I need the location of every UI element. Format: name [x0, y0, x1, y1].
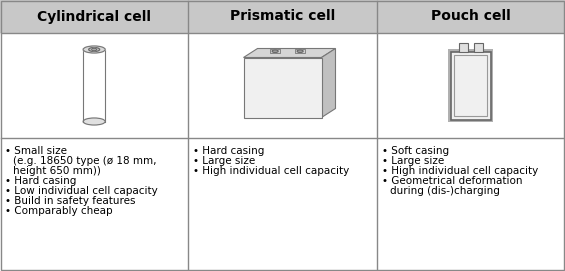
- Polygon shape: [244, 49, 336, 57]
- Text: • Large size: • Large size: [382, 156, 444, 166]
- Bar: [0, 0, 188, 33]
- Text: • Low individual cell capacity: • Low individual cell capacity: [5, 186, 158, 196]
- Bar: [451, 51, 491, 120]
- Text: Cylindrical cell: Cylindrical cell: [37, 9, 151, 24]
- Text: during (dis-)charging: during (dis-)charging: [390, 186, 499, 196]
- Bar: [454, 55, 488, 116]
- Text: • Geometrical deformation: • Geometrical deformation: [382, 176, 522, 186]
- Ellipse shape: [272, 50, 278, 53]
- Text: • Comparably cheap: • Comparably cheap: [5, 206, 112, 216]
- Ellipse shape: [83, 118, 105, 125]
- Text: height 650 mm)): height 650 mm)): [13, 166, 101, 176]
- Bar: [83, 50, 105, 121]
- Text: Pouch cell: Pouch cell: [431, 9, 511, 24]
- Ellipse shape: [297, 50, 303, 53]
- Bar: [449, 49, 493, 122]
- Bar: [270, 49, 280, 53]
- Bar: [377, 0, 565, 33]
- Polygon shape: [321, 49, 336, 118]
- Ellipse shape: [89, 47, 99, 51]
- Text: • Build in safety features: • Build in safety features: [5, 196, 136, 206]
- Bar: [474, 43, 483, 51]
- Text: • Hard casing: • Hard casing: [193, 146, 265, 156]
- Bar: [188, 0, 377, 33]
- Bar: [295, 49, 305, 53]
- Bar: [244, 57, 321, 118]
- Text: Prismatic cell: Prismatic cell: [230, 9, 335, 24]
- Text: • Soft casing: • Soft casing: [382, 146, 449, 156]
- Ellipse shape: [83, 46, 105, 53]
- Text: (e.g. 18650 type (ø 18 mm,: (e.g. 18650 type (ø 18 mm,: [13, 156, 157, 166]
- Text: • High individual cell capacity: • High individual cell capacity: [193, 166, 350, 176]
- Bar: [459, 43, 468, 51]
- Text: • Hard casing: • Hard casing: [5, 176, 76, 186]
- Text: • Large size: • Large size: [193, 156, 255, 166]
- Ellipse shape: [92, 48, 97, 51]
- Text: • Small size: • Small size: [5, 146, 67, 156]
- Text: • High individual cell capacity: • High individual cell capacity: [382, 166, 538, 176]
